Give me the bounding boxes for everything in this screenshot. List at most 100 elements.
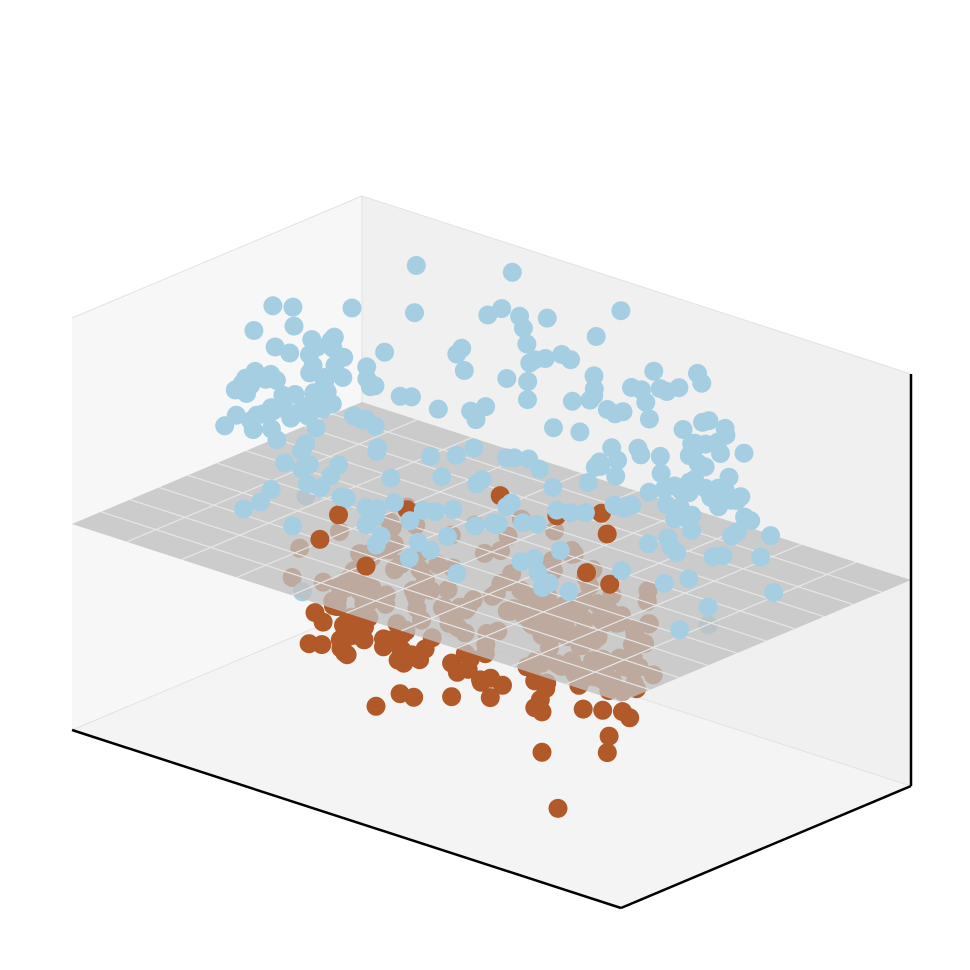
- data-point-outer: [711, 444, 730, 463]
- data-point-inner: [354, 630, 374, 650]
- data-point-outer: [673, 420, 693, 439]
- data-point-outer: [632, 380, 651, 400]
- data-point-outer: [544, 418, 563, 438]
- data-point-outer: [502, 262, 522, 282]
- data-point-outer: [667, 543, 687, 563]
- plane-grid-line: [274, 438, 825, 618]
- data-point-outer: [283, 516, 303, 536]
- data-point-inner: [442, 653, 462, 673]
- data-point-outer: [261, 480, 281, 499]
- data-point-outer: [611, 301, 631, 321]
- floor-pane: [72, 608, 911, 908]
- data-point-outer: [654, 573, 674, 593]
- data-point-outer: [452, 338, 472, 358]
- data-point-inner: [330, 630, 350, 650]
- data-point-outer: [311, 478, 330, 498]
- data-point-inner: [299, 634, 319, 654]
- data-point-inner: [356, 556, 376, 576]
- data-point-inner: [310, 529, 330, 549]
- data-point-inner: [313, 612, 333, 632]
- data-point-outer: [420, 540, 440, 560]
- data-point-outer: [432, 467, 452, 487]
- data-point-inner: [391, 639, 411, 659]
- data-point-outer: [261, 364, 281, 384]
- data-point-outer: [562, 391, 582, 411]
- data-point-outer: [734, 443, 754, 463]
- data-point-outer: [447, 564, 467, 583]
- data-point-outer: [296, 434, 316, 454]
- data-point-outer: [518, 372, 538, 391]
- data-point-outer: [215, 416, 235, 436]
- data-point-outer: [513, 318, 533, 338]
- data-point-outer: [375, 342, 395, 362]
- data-point-outer: [650, 446, 670, 466]
- data-point-outer: [265, 337, 285, 357]
- data-point-inner: [329, 505, 348, 525]
- data-point-outer: [244, 321, 264, 340]
- data-point-outer: [578, 473, 598, 492]
- data-point-outer: [360, 377, 380, 397]
- data-point-inner: [344, 612, 364, 632]
- data-point-outer: [464, 438, 484, 458]
- data-point-outer: [261, 419, 281, 439]
- data-point-outer: [406, 256, 426, 275]
- data-point-inner: [366, 696, 386, 716]
- data-point-outer: [283, 297, 303, 317]
- left-floor-edge: [71, 607, 363, 731]
- data-point-outer: [263, 296, 283, 316]
- data-point-inner: [480, 688, 500, 708]
- data-point-outer: [365, 507, 385, 527]
- data-point-outer: [604, 495, 624, 515]
- data-point-outer: [751, 547, 771, 567]
- data-point-inner: [532, 742, 552, 762]
- data-point-outer: [537, 308, 557, 328]
- data-point-outer: [342, 298, 362, 318]
- data-point-outer: [580, 390, 600, 410]
- data-point-outer: [331, 487, 351, 507]
- data-point-outer: [644, 361, 664, 381]
- data-point-inner: [577, 563, 596, 583]
- data-point-outer: [658, 528, 678, 548]
- data-point-outer: [399, 548, 419, 568]
- data-point-outer: [612, 561, 632, 581]
- data-point-outer: [517, 334, 537, 354]
- data-point-outer: [446, 445, 466, 465]
- data-point-outer: [727, 522, 747, 542]
- data-point-outer: [486, 514, 506, 534]
- data-point-outer: [559, 582, 579, 601]
- data-point-outer: [402, 387, 421, 407]
- data-point-outer: [543, 478, 563, 497]
- data-point-outer: [693, 412, 712, 432]
- data-point-outer: [367, 441, 387, 461]
- data-point-outer: [443, 500, 463, 520]
- data-point-outer: [669, 378, 689, 398]
- data-point-outer: [539, 573, 559, 593]
- data-point-outer: [250, 492, 270, 512]
- plane-grid-line: [510, 543, 802, 667]
- data-point-inner: [404, 687, 424, 707]
- data-point-outer: [679, 569, 699, 589]
- data-point-outer: [713, 546, 733, 566]
- data-point-outer: [285, 385, 305, 404]
- data-point-inner: [599, 726, 619, 746]
- data-point-outer: [280, 343, 300, 363]
- data-point-outer: [237, 384, 256, 403]
- data-point-outer: [698, 597, 718, 617]
- data-point-outer: [288, 403, 308, 423]
- data-point-outer: [405, 303, 424, 323]
- data-point-inner: [481, 668, 501, 688]
- data-point-outer: [322, 394, 342, 414]
- data-point-inner: [600, 574, 620, 594]
- y-axis-line: [620, 784, 912, 910]
- data-point-outer: [606, 466, 626, 486]
- data-point-outer: [547, 500, 567, 520]
- data-point-outer: [308, 337, 327, 357]
- data-point-outer: [241, 411, 261, 431]
- data-point-outer: [400, 511, 420, 531]
- data-point-outer: [478, 305, 498, 325]
- data-point-outer: [764, 582, 784, 602]
- data-point-outer: [761, 526, 781, 546]
- data-point-outer: [501, 493, 521, 513]
- data-point-outer: [639, 482, 659, 502]
